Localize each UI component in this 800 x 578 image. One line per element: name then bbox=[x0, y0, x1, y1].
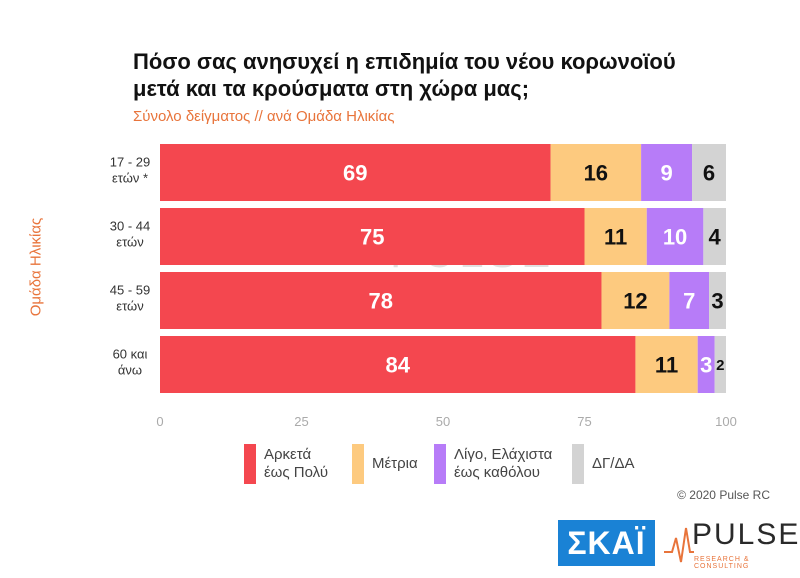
bar-3-3 bbox=[714, 336, 726, 393]
bar-1-2 bbox=[646, 208, 704, 265]
pulse-logo-sub: RESEARCH & CONSULTING bbox=[694, 556, 750, 570]
skai-logo: ΣΚΑΪ bbox=[558, 520, 655, 566]
pulse-wave-icon bbox=[664, 527, 694, 563]
category-label-0-1: ετών * bbox=[112, 171, 148, 186]
chart-title-line1: Πόσο σας ανησυχεί η επιδημία του νέου κο… bbox=[133, 49, 676, 74]
data-label-2-3: 3 bbox=[711, 288, 723, 313]
pulse-logo-word: PULSE bbox=[692, 518, 800, 551]
data-label-3-0: 84 bbox=[385, 352, 410, 377]
bar-2-2 bbox=[669, 272, 710, 329]
legend-label-high-1: Αρκετά bbox=[264, 446, 312, 463]
data-label-3-2: 3 bbox=[700, 352, 712, 377]
x-tick-label-3: 75 bbox=[577, 414, 591, 429]
bar-2-3 bbox=[709, 272, 726, 329]
data-label-1-1: 11 bbox=[604, 224, 627, 249]
data-label-3-1: 11 bbox=[655, 352, 678, 377]
legend: Αρκετά έως Πολύ Μέτρια Λίγο, Ελάχιστα έω… bbox=[0, 444, 800, 494]
category-label-2-0: 45 - 59 bbox=[110, 283, 150, 298]
bar-1-1 bbox=[584, 208, 647, 265]
legend-item-medium: Μέτρια bbox=[352, 444, 418, 484]
data-label-0-2: 9 bbox=[660, 160, 672, 185]
category-label-3-0: 60 και bbox=[113, 347, 148, 362]
data-label-0-1: 16 bbox=[584, 160, 608, 185]
legend-label-low-1: Λίγο, Ελάχιστα bbox=[454, 446, 553, 463]
bar-2-0 bbox=[160, 272, 602, 329]
legend-label-low-2: έως καθόλου bbox=[454, 464, 541, 481]
data-label-0-3: 6 bbox=[703, 160, 715, 185]
bar-0-3 bbox=[692, 144, 726, 201]
legend-item-high: Αρκετά έως Πολύ bbox=[244, 444, 328, 484]
x-tick-label-1: 25 bbox=[294, 414, 308, 429]
legend-label-high-2: έως Πολύ bbox=[264, 464, 329, 481]
legend-item-dk: ΔΓ/ΔΑ bbox=[572, 444, 634, 484]
data-label-2-0: 78 bbox=[368, 288, 392, 313]
category-label-0-0: 17 - 29 bbox=[110, 155, 150, 170]
x-tick-label-4: 100 bbox=[715, 414, 737, 429]
legend-swatch-medium bbox=[352, 444, 364, 484]
copyright: © 2020 Pulse RC bbox=[677, 488, 770, 502]
legend-item-low: Λίγο, Ελάχιστα έως καθόλου bbox=[434, 444, 552, 484]
bar-0-0 bbox=[160, 144, 551, 201]
bar-2-1 bbox=[601, 272, 670, 329]
data-label-0-0: 69 bbox=[343, 160, 367, 185]
bar-1-3 bbox=[703, 208, 726, 265]
category-label-1-1: ετών bbox=[116, 235, 143, 250]
x-tick-label-0: 0 bbox=[156, 414, 163, 429]
pulse-logo: PULSE RESEARCH & CONSULTING bbox=[664, 518, 798, 570]
category-label-3-1: άνω bbox=[118, 363, 142, 378]
chart-title: Πόσο σας ανησυχεί η επιδημία του νέου κο… bbox=[133, 48, 676, 102]
legend-swatch-low bbox=[434, 444, 446, 484]
category-label-2-1: ετών bbox=[116, 299, 143, 314]
chart-subtitle: Σύνολο δείγματος // ανά Ομάδα Ηλικίας bbox=[133, 108, 395, 125]
x-tick-label-2: 50 bbox=[436, 414, 450, 429]
legend-swatch-high bbox=[244, 444, 256, 484]
bar-0-1 bbox=[550, 144, 642, 201]
legend-label-medium: Μέτρια bbox=[372, 455, 418, 472]
legend-label-dk: ΔΓ/ΔΑ bbox=[592, 455, 635, 472]
data-label-3-3: 2 bbox=[716, 357, 724, 374]
data-label-1-0: 75 bbox=[360, 224, 384, 249]
data-label-1-2: 10 bbox=[663, 224, 687, 249]
data-label-2-2: 7 bbox=[683, 288, 695, 313]
bar-3-1 bbox=[635, 336, 698, 393]
bar-3-2 bbox=[697, 336, 715, 393]
chart-title-line2: μετά και τα κρούσματα στη χώρα μας; bbox=[133, 76, 530, 101]
bar-1-0 bbox=[160, 208, 585, 265]
bar-3-0 bbox=[160, 336, 636, 393]
category-label-1-0: 30 - 44 bbox=[110, 219, 150, 234]
data-label-1-3: 4 bbox=[709, 224, 722, 249]
legend-swatch-dk bbox=[572, 444, 584, 484]
data-label-2-1: 12 bbox=[623, 288, 647, 313]
bar-0-2 bbox=[641, 144, 693, 201]
